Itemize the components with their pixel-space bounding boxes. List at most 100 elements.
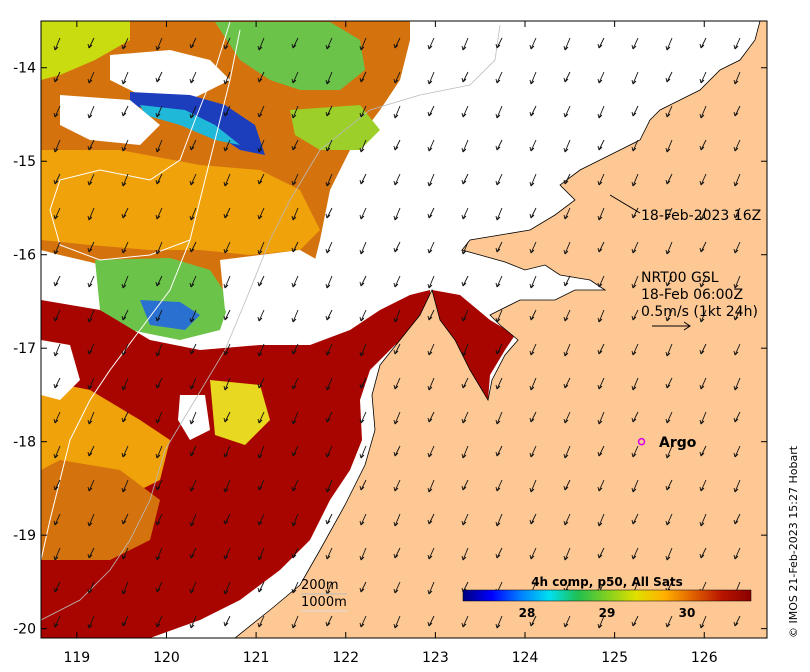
current-arrow bbox=[393, 309, 401, 323]
current-arrow bbox=[495, 105, 503, 119]
current-arrow bbox=[257, 173, 265, 185]
current-arrow bbox=[53, 377, 61, 389]
current-arrow bbox=[53, 241, 61, 255]
current-arrow bbox=[563, 343, 571, 357]
current-arrow bbox=[291, 445, 299, 457]
lon-tick-label: 120 bbox=[153, 650, 180, 666]
current-arrow bbox=[495, 71, 503, 84]
current-arrow bbox=[87, 105, 95, 119]
current-arrow bbox=[529, 275, 537, 289]
current-arrow bbox=[597, 207, 605, 221]
current-arrow bbox=[393, 377, 401, 390]
current-arrow bbox=[427, 547, 435, 560]
lat-tick-label: -18 bbox=[13, 435, 36, 451]
current-arrow bbox=[291, 513, 299, 527]
date-pointer-line bbox=[609, 194, 641, 214]
current-arrow bbox=[257, 411, 265, 424]
current-arrow bbox=[359, 309, 367, 322]
current-arrow bbox=[461, 173, 469, 185]
current-arrow bbox=[461, 241, 469, 255]
current-arrow bbox=[427, 615, 435, 627]
current-arrow bbox=[563, 411, 571, 424]
current-arrow bbox=[189, 377, 197, 390]
current-arrow bbox=[461, 479, 469, 491]
lon-tick-label: 126 bbox=[691, 650, 718, 666]
current-arrow bbox=[461, 445, 469, 459]
current-arrow bbox=[733, 309, 741, 321]
current-arrow bbox=[189, 411, 197, 425]
current-arrow bbox=[699, 445, 707, 457]
current-arrow bbox=[291, 71, 299, 84]
current-arrow bbox=[393, 275, 401, 288]
current-legend-line3: 0.5m/s (1kt 24h) bbox=[641, 304, 758, 320]
current-arrow bbox=[665, 173, 673, 185]
sst-cyan-edge bbox=[140, 105, 240, 145]
current-arrow bbox=[631, 343, 639, 356]
current-arrow bbox=[291, 377, 299, 390]
current-arrow bbox=[495, 37, 503, 49]
sst-warm-sw bbox=[41, 460, 160, 560]
current-arrow bbox=[631, 207, 639, 219]
current-arrow bbox=[529, 411, 537, 423]
current-arrow bbox=[257, 241, 265, 255]
current-arrow bbox=[427, 343, 435, 356]
current-arrow bbox=[189, 343, 197, 355]
current-arrow bbox=[733, 139, 741, 152]
current-arrow bbox=[223, 411, 231, 423]
current-arrow bbox=[733, 207, 741, 219]
current-arrow bbox=[563, 479, 571, 491]
current-arrow bbox=[325, 37, 333, 50]
current-arrow bbox=[461, 37, 469, 51]
current-arrow bbox=[155, 343, 163, 357]
current-arrow bbox=[393, 139, 401, 151]
current-arrow bbox=[597, 275, 605, 288]
current-arrow bbox=[393, 105, 401, 119]
current-arrow bbox=[461, 343, 469, 357]
current-arrow bbox=[597, 547, 605, 559]
current-arrow bbox=[257, 343, 265, 357]
current-arrow bbox=[665, 411, 673, 424]
current-arrow bbox=[631, 105, 639, 117]
current-arrow bbox=[155, 445, 163, 459]
current-arrow bbox=[121, 377, 129, 391]
current-arrow bbox=[631, 139, 639, 152]
current-arrow bbox=[393, 581, 401, 594]
current-arrow bbox=[223, 139, 231, 152]
current-arrow bbox=[597, 513, 605, 527]
current-arrow bbox=[359, 411, 367, 424]
argo-marker: Argo bbox=[637, 435, 697, 451]
current-arrow bbox=[155, 377, 163, 389]
current-arrow bbox=[733, 445, 741, 458]
current-arrow bbox=[121, 37, 129, 50]
current-arrow bbox=[223, 479, 231, 493]
sst-mid-band bbox=[41, 150, 320, 255]
current-arrow bbox=[257, 105, 265, 118]
current-arrow bbox=[53, 309, 61, 322]
current-arrow bbox=[155, 139, 163, 153]
current-arrow bbox=[461, 71, 469, 83]
current-arrow bbox=[53, 139, 61, 153]
current-arrow bbox=[121, 479, 129, 493]
current-arrow bbox=[325, 513, 333, 525]
current-arrow bbox=[359, 139, 367, 153]
current-arrow bbox=[155, 241, 163, 255]
current-arrow bbox=[597, 37, 605, 49]
current-arrow bbox=[563, 615, 571, 628]
colorbar-title: 4h comp, p50, All Sats bbox=[531, 575, 683, 589]
current-arrow bbox=[597, 343, 605, 355]
current-arrow bbox=[291, 547, 299, 559]
current-arrow bbox=[529, 547, 537, 560]
current-arrow bbox=[257, 275, 265, 287]
current-arrow bbox=[53, 207, 61, 220]
lon-tick-label: 121 bbox=[243, 650, 270, 666]
current-arrow bbox=[359, 547, 367, 561]
current-arrow bbox=[359, 615, 367, 628]
current-arrow bbox=[427, 275, 435, 289]
current-arrow bbox=[155, 411, 163, 424]
current-arrow bbox=[291, 581, 299, 594]
current-arrow bbox=[699, 37, 707, 49]
current-arrow bbox=[53, 479, 61, 491]
current-arrow bbox=[393, 615, 401, 629]
lat-axis: -14 -15 -16 -17 -18 -19 -20 bbox=[13, 61, 767, 638]
argo-dot bbox=[637, 437, 646, 446]
